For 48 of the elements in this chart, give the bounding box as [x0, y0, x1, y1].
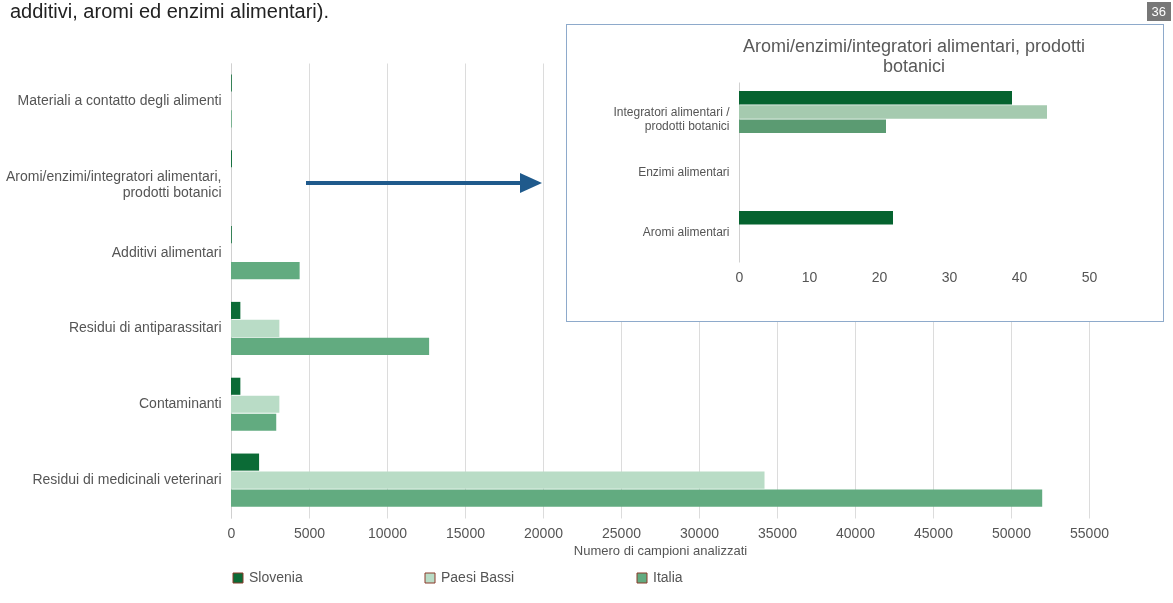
y-tick-label: Integratori alimentari / prodotti botanici [613, 105, 731, 133]
x-tick-label: 10000 [368, 524, 408, 541]
bar [231, 413, 277, 431]
y-tick-label: Enzimi alimentari [638, 165, 730, 179]
bar [231, 262, 300, 280]
x-tick-label: 40 [1011, 268, 1028, 285]
legend-label: Slovenia [249, 569, 303, 585]
bar [231, 301, 241, 319]
bar [231, 337, 430, 355]
bar [231, 471, 765, 489]
bar [231, 319, 280, 337]
x-tick-label: 50000 [992, 524, 1032, 541]
x-tick-label: 30000 [680, 524, 720, 541]
legend-label: Paesi Bassi [441, 569, 515, 585]
x-tick-label: 45000 [914, 524, 954, 541]
x-tick-label: 25000 [602, 524, 642, 541]
y-tick-label: Materiali a contatto degli alimenti [17, 91, 222, 108]
y-tick-label: Aromi alimentari [642, 225, 730, 239]
text: additivi, aromi ed enzimi alimentari). [10, 0, 330, 23]
x-tick-label: 40000 [836, 524, 876, 541]
x-tick-label: 0 [735, 268, 744, 285]
x-tick-label: 0 [227, 524, 236, 541]
y-tick-label: Contaminanti [139, 395, 222, 412]
bar [231, 395, 280, 413]
x-tick-label: 5000 [293, 524, 326, 541]
y-tick-label: Additivi alimentari [111, 243, 222, 260]
chart-title: Aromi/enzimi/integratori alimentari, prodotti botanici [742, 36, 1086, 76]
y-tick-label: Residui di antiparassitari [68, 319, 222, 336]
legend-label: Italia [653, 569, 683, 585]
bar [739, 211, 893, 225]
bar [231, 453, 260, 471]
bar [231, 489, 1043, 507]
bar [231, 377, 241, 395]
x-axis-title: Numero di campioni analizzati [573, 542, 748, 558]
y-tick-label: Residui di medicinali veterinari [32, 471, 222, 488]
x-tick-label: 20 [871, 268, 888, 285]
x-tick-label: 50 [1081, 268, 1098, 285]
y-tick-label: Aromi/enzimi/integratori alimentari, prodotti botanici [5, 167, 222, 200]
x-tick-label: 15000 [446, 524, 486, 541]
x-tick-label: 10 [801, 268, 818, 285]
x-tick-label: 35000 [758, 524, 798, 541]
bar [739, 91, 1012, 105]
bar [739, 105, 1047, 119]
x-tick-label: 30 [941, 268, 958, 285]
x-tick-label: 20000 [524, 524, 564, 541]
text: 36 [1146, 2, 1171, 21]
x-tick-label: 55000 [1070, 524, 1110, 541]
bar [739, 119, 886, 133]
